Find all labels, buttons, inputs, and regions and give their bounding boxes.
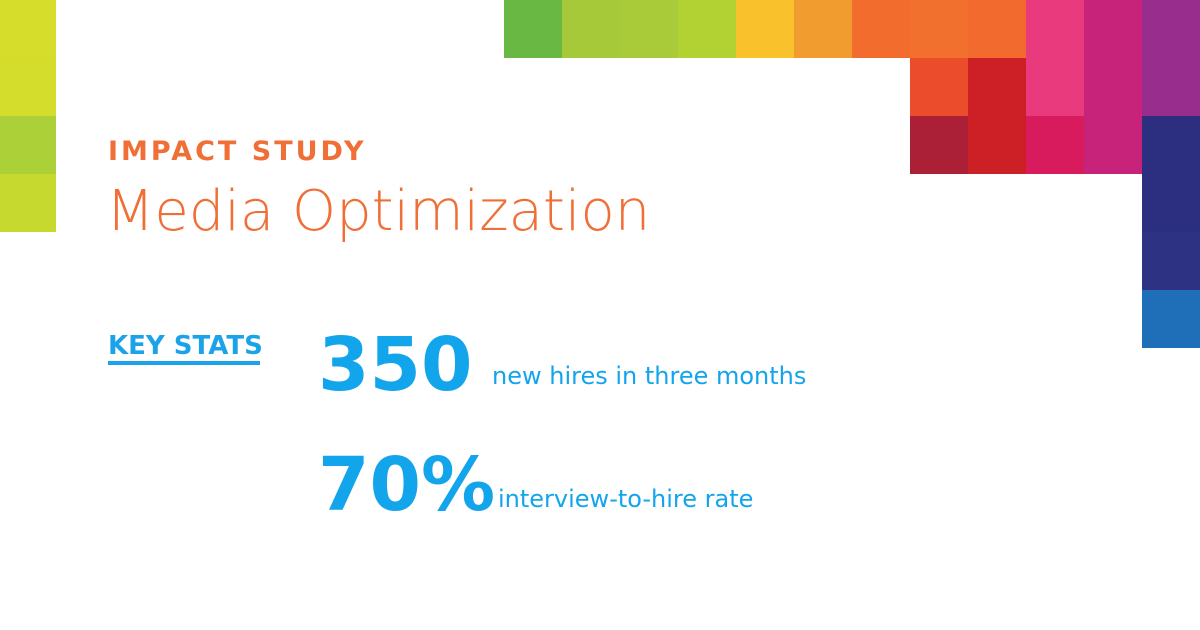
tile xyxy=(968,58,1026,116)
tile xyxy=(1084,58,1142,116)
tile xyxy=(852,0,910,58)
stat-text: new hires in three months xyxy=(492,362,806,390)
tile-pattern xyxy=(0,0,1200,348)
tile xyxy=(0,174,56,232)
stats-label: KEY STATS xyxy=(108,331,263,361)
tile xyxy=(1026,58,1084,116)
tile xyxy=(910,58,968,116)
title: Media Optimization xyxy=(106,179,650,244)
tile xyxy=(1142,116,1200,174)
stat-value: 350 xyxy=(318,322,472,408)
tile xyxy=(1026,0,1084,58)
tile xyxy=(0,58,56,116)
tile xyxy=(1026,116,1084,174)
tile xyxy=(794,0,852,58)
tile xyxy=(1142,232,1200,290)
tile xyxy=(678,0,736,58)
tile xyxy=(504,0,562,58)
tile xyxy=(1142,290,1200,348)
tile xyxy=(1142,174,1200,232)
tile xyxy=(0,116,56,174)
tile xyxy=(0,0,56,58)
tile xyxy=(736,0,794,58)
tile xyxy=(1142,58,1200,116)
underline xyxy=(108,361,260,365)
tile xyxy=(562,0,620,58)
eyebrow: IMPACT STUDY xyxy=(108,136,367,167)
tile xyxy=(1142,0,1200,58)
tile xyxy=(1084,0,1142,58)
stat-value: 70% xyxy=(318,442,495,528)
tile xyxy=(910,116,968,174)
tile xyxy=(1084,116,1142,174)
stat-text: interview-to-hire rate xyxy=(498,485,753,513)
tile xyxy=(968,0,1026,58)
tile xyxy=(968,116,1026,174)
tile xyxy=(620,0,678,58)
tile xyxy=(910,0,968,58)
